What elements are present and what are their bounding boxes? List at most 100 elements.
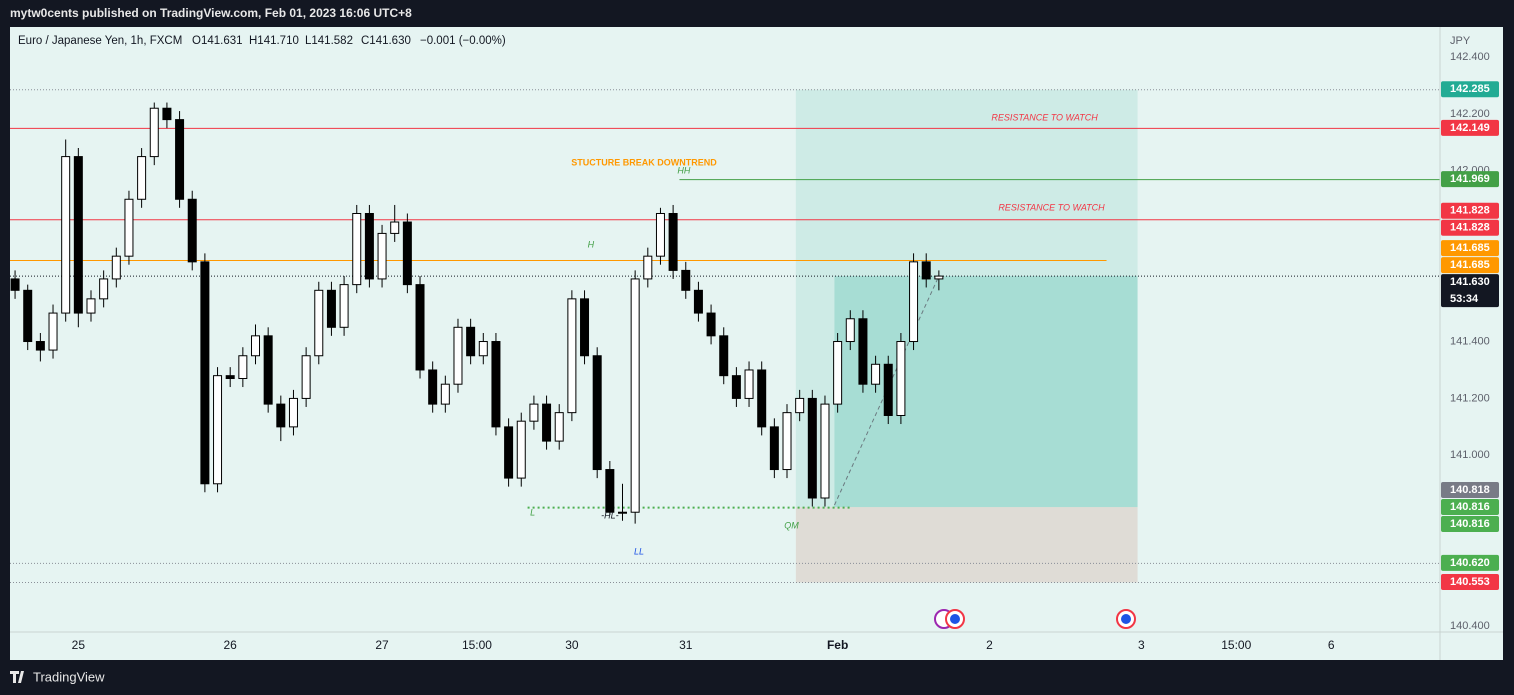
candle-body — [23, 289, 33, 343]
price-badge-label: 140.818 — [1450, 484, 1490, 496]
event-icon-flag — [1121, 614, 1131, 624]
candle-body — [744, 369, 754, 399]
x-tick-label: 25 — [72, 638, 86, 652]
price-badge — [1441, 171, 1499, 188]
candle-body — [48, 312, 58, 351]
price-badge-label: 140.816 — [1450, 518, 1490, 530]
price-badge — [1441, 81, 1499, 98]
candle-body — [807, 397, 817, 499]
price-badge — [1441, 202, 1499, 219]
candle-body — [858, 318, 868, 385]
price-badge-label: 142.285 — [1450, 83, 1490, 95]
candle-body — [909, 261, 919, 343]
price-badge-label: 141.630 — [1450, 276, 1490, 288]
x-tick-label: 31 — [679, 638, 693, 652]
candle-body — [276, 403, 286, 428]
candle-body — [200, 261, 210, 485]
price-badge — [1441, 573, 1499, 590]
candle-body — [491, 341, 501, 428]
candle-body — [655, 212, 665, 257]
candle-body — [921, 261, 931, 280]
candle-body — [440, 383, 450, 405]
candle-body — [466, 326, 476, 357]
candle-body — [934, 275, 944, 280]
annotation: L — [530, 507, 535, 517]
candle-body — [149, 107, 159, 158]
price-badge — [1441, 498, 1499, 515]
candle-body — [668, 212, 678, 271]
price-badge — [1441, 119, 1499, 136]
x-tick-label: 15:00 — [1221, 638, 1251, 652]
x-tick-label: 27 — [375, 638, 389, 652]
x-tick-label: 26 — [224, 638, 238, 652]
x-tick-label: 2 — [986, 638, 993, 652]
candle-body — [896, 341, 906, 416]
price-badge — [1441, 274, 1499, 308]
candle-body — [73, 156, 83, 314]
brand[interactable]: TradingView — [10, 669, 105, 684]
candle-body — [516, 420, 526, 479]
price-badge-label: 141.828 — [1450, 222, 1490, 234]
candle-body — [719, 335, 729, 377]
candle-body — [99, 278, 109, 300]
price-badge — [1441, 257, 1499, 274]
price-badge — [1441, 481, 1499, 498]
price-badge — [1441, 554, 1499, 571]
price-badge — [1441, 240, 1499, 257]
y-tick-label: 141.400 — [1450, 335, 1490, 347]
candle-body — [630, 278, 640, 513]
x-tick-label: Feb — [827, 638, 848, 652]
candle-body — [288, 397, 298, 428]
chart-panel — [10, 27, 1503, 660]
candle-body — [643, 255, 653, 280]
candle-body — [213, 375, 223, 485]
target-zone — [795, 89, 1138, 508]
annotation: HH — [677, 165, 690, 175]
plot-area: RESISTANCE TO WATCH RESISTANCE TO WATCH ST… — [10, 89, 1440, 583]
x-tick-label: 15:00 — [462, 638, 492, 652]
event-icon-flag — [950, 614, 960, 624]
candle-body — [769, 426, 779, 471]
candle-body — [225, 375, 235, 380]
symbol-title: Euro / Japanese Yen, 1h, FXCM — [18, 35, 182, 47]
brand-name: TradingView — [33, 669, 105, 684]
candle-body — [61, 156, 71, 314]
candle-body — [326, 289, 336, 328]
brand-logo — [10, 671, 24, 683]
candle-body — [390, 221, 400, 234]
candle-body — [592, 355, 602, 471]
candle-body — [175, 119, 185, 200]
x-tick-label: 3 — [1138, 638, 1145, 652]
candle-body — [731, 375, 741, 399]
annotation: QM — [784, 520, 799, 530]
event-icons[interactable] — [934, 609, 1136, 629]
y-tick-label: 142.400 — [1450, 51, 1490, 63]
candle-body — [162, 107, 172, 121]
price-badge — [1441, 515, 1499, 532]
y-tick-label: 141.000 — [1450, 449, 1490, 461]
candle-body — [187, 198, 197, 263]
candle-body — [795, 397, 805, 414]
candle-body — [428, 369, 438, 405]
candle-body — [757, 369, 767, 428]
candle-body — [820, 403, 830, 499]
candle-body — [617, 511, 627, 514]
candle-body — [706, 312, 716, 337]
candle-body — [478, 341, 488, 357]
candle-body — [605, 469, 615, 513]
stop-zone — [795, 507, 1138, 583]
legend-value: C141.630 — [361, 35, 411, 47]
annotation: RESISTANCE TO WATCH — [991, 112, 1098, 122]
price-badge-label: 142.149 — [1450, 122, 1490, 134]
candle-body — [352, 212, 362, 286]
annotation: -HL- — [601, 510, 619, 520]
legend-value: L141.582 — [305, 35, 353, 47]
countdown-label: 53:34 — [1450, 293, 1479, 305]
publisher-line: mytw0cents published on TradingView.com,… — [10, 6, 412, 20]
currency-label: JPY — [1450, 35, 1471, 47]
candle-body — [782, 412, 792, 471]
x-tick-label: 6 — [1328, 638, 1335, 652]
candle-body — [10, 278, 20, 291]
candle-body — [580, 298, 590, 357]
